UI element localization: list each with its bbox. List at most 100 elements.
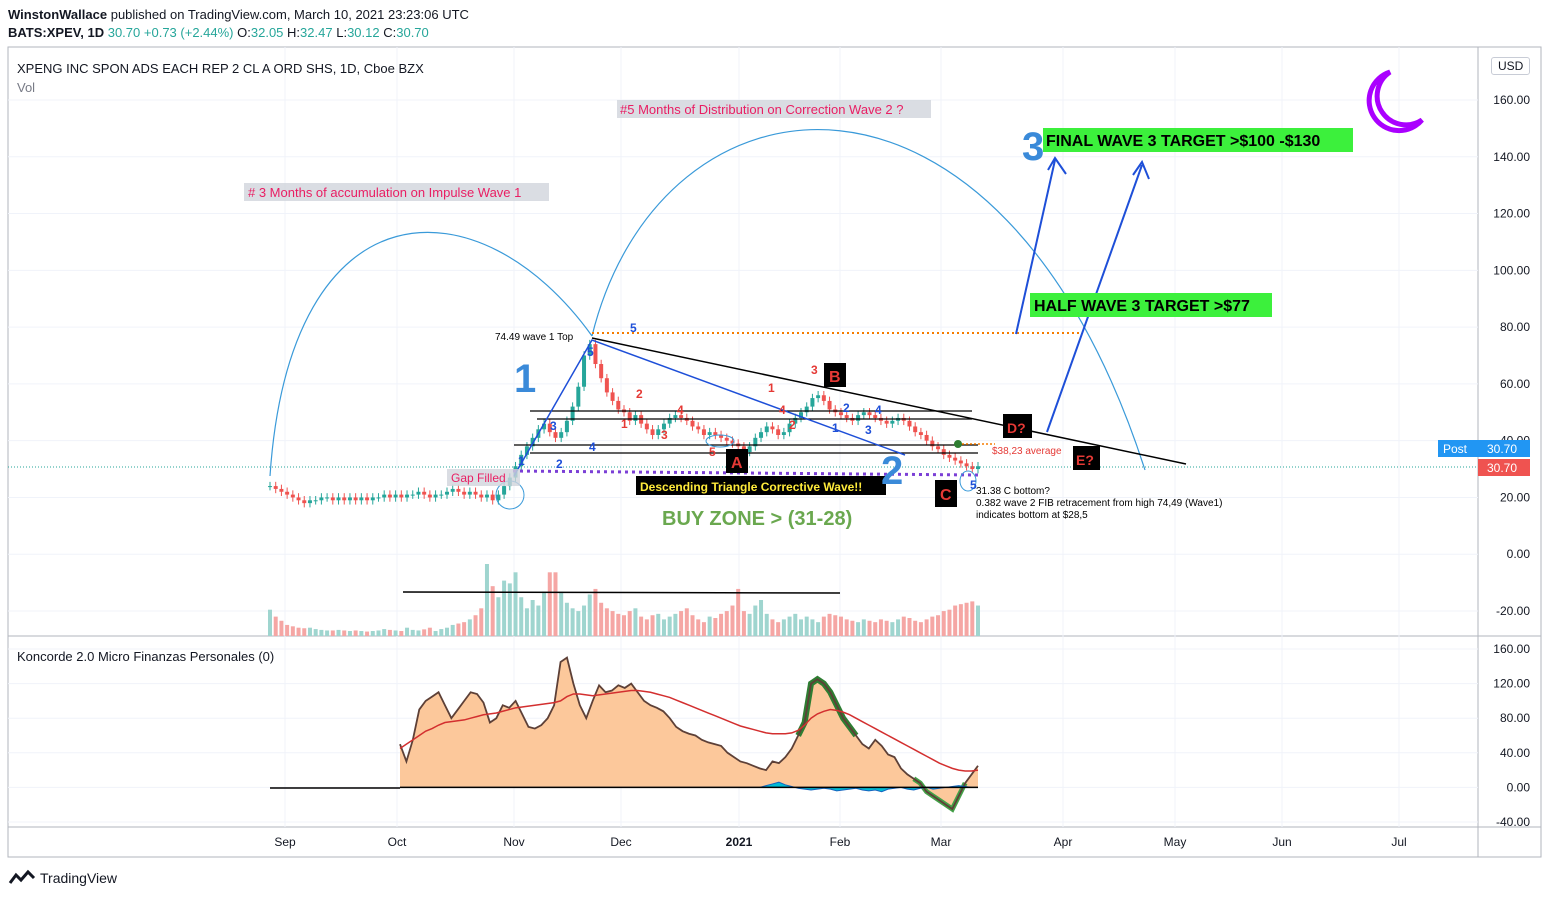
volume-bar [850, 620, 855, 636]
vol-legend[interactable]: Vol [17, 80, 35, 95]
box-e-bg [1073, 446, 1100, 470]
volume-bar [890, 622, 895, 636]
volume-bar [627, 611, 632, 636]
volume-bar [884, 620, 889, 636]
price-tick: 160.00 [1493, 93, 1530, 107]
volume-bar [462, 622, 467, 636]
candle-body [753, 437, 758, 447]
currency-button[interactable]: USD [1491, 57, 1531, 75]
wave-counts: 1 2 3 4 5 1 2 3 4 5 1 2 3 4 5 1 2 3 4 5 [518, 321, 977, 492]
distribution-bg [617, 100, 931, 118]
candle-body [793, 417, 798, 424]
volume-bar [867, 620, 872, 636]
close-label: C: [383, 25, 397, 40]
volume-bar [307, 627, 312, 636]
price-axis[interactable]: 160.00140.00120.00100.0080.0060.0040.002… [1493, 93, 1530, 618]
target-arrow-1-head [1047, 156, 1067, 175]
count-7: 2 [636, 387, 643, 401]
candle-body [319, 497, 324, 501]
volume-bar [410, 629, 415, 636]
candle-body [490, 494, 495, 501]
candle-body [564, 420, 569, 433]
volume-bar [696, 619, 701, 636]
candle-body [325, 497, 330, 499]
volume-bar [970, 601, 975, 636]
candle-body [307, 500, 312, 504]
average-note: $38,23 average [992, 446, 1062, 457]
volume-bar [445, 627, 449, 636]
chart-title: XPENG INC SPON ADS EACH REP 2 CL A ORD S… [17, 61, 424, 76]
c-bottom-note-1: 31.38 C bottom? [976, 486, 1050, 497]
low-value: 30.12 [347, 25, 380, 40]
volume-bar [776, 622, 781, 636]
candle-body [724, 437, 729, 441]
volume-bar [918, 622, 923, 636]
volume-bar [325, 630, 330, 636]
candle-body [393, 494, 398, 498]
volume-bar [439, 629, 444, 636]
change-value: +0.73 (+2.44%) [143, 25, 234, 40]
indicator-tick: 80.00 [1500, 711, 1530, 725]
author-name[interactable]: WinstonWallace [8, 7, 108, 22]
volume-bar [570, 608, 575, 636]
volume-bar [622, 615, 626, 636]
candle-body [273, 486, 278, 489]
wave-3-label: 3 [1022, 125, 1044, 169]
candle-body [427, 494, 432, 498]
distribution-note: #5 Months of Distribution on Correction … [620, 102, 904, 117]
volume-bar [587, 594, 592, 636]
volume-bar [730, 605, 735, 636]
c-bottom-note-3: indicates bottom at $28,5 [976, 510, 1088, 521]
candle-body [890, 420, 895, 424]
volume-bar [433, 631, 438, 636]
candle-body [827, 400, 832, 410]
volume-bar [821, 616, 826, 636]
koncorde-ma [399, 689, 979, 772]
indicator-legend[interactable]: Koncorde 2.0 Micro Finanzas Personales (… [17, 649, 274, 664]
volume-bar [285, 624, 290, 636]
time-axis[interactable]: Sep Oct Nov Dec 2021 Feb Mar Apr May Jun Jul [274, 835, 1406, 849]
price-tick: 60.00 [1500, 377, 1530, 391]
volume-bar [741, 611, 746, 636]
koncorde-indicator [399, 656, 979, 813]
volume-bar [759, 600, 764, 636]
time-tick: Apr [1054, 835, 1073, 849]
price-tick: 80.00 [1500, 320, 1530, 334]
candle-body [787, 423, 792, 433]
candle-body [405, 494, 410, 498]
count-9: 4 [677, 403, 684, 417]
half-target-text: HALF WAVE 3 TARGET >$77 [1034, 298, 1250, 315]
post-label: Post [1443, 442, 1468, 456]
volume-bar [576, 611, 581, 636]
high-label: H: [287, 25, 301, 40]
candle-body [730, 440, 735, 444]
volume-bar [707, 616, 712, 636]
volume-bar [559, 591, 564, 636]
volume-bar [610, 611, 615, 636]
candle-body [673, 415, 678, 418]
count-15: 5 [630, 321, 637, 335]
volume-bar [582, 605, 587, 636]
box-e: E? [1076, 452, 1094, 468]
candle-body [799, 412, 803, 418]
tradingview-footer[interactable]: TradingView [8, 869, 117, 887]
post-price-bg [1478, 440, 1530, 457]
count-17: 2 [843, 401, 850, 415]
high-value: 32.47 [300, 25, 333, 40]
accumulation-bg [244, 183, 549, 201]
volume-bar [393, 630, 398, 636]
count-8: 3 [661, 428, 668, 442]
candle-body [502, 486, 507, 495]
volume-bar [896, 619, 901, 636]
candle-body [547, 423, 552, 433]
candle-body [410, 494, 415, 496]
volume-bar [936, 615, 941, 636]
volume-bar [616, 613, 621, 636]
volume-bar [502, 580, 507, 636]
indicator-axis[interactable]: 160.00 120.00 80.00 40.00 0.00 -40.00 [1493, 642, 1530, 829]
candle-body [302, 500, 307, 504]
candle-body [764, 426, 769, 433]
time-tick: Sep [274, 835, 296, 849]
triangle-note: Descending Triangle Corrective Wave!! [640, 480, 862, 494]
